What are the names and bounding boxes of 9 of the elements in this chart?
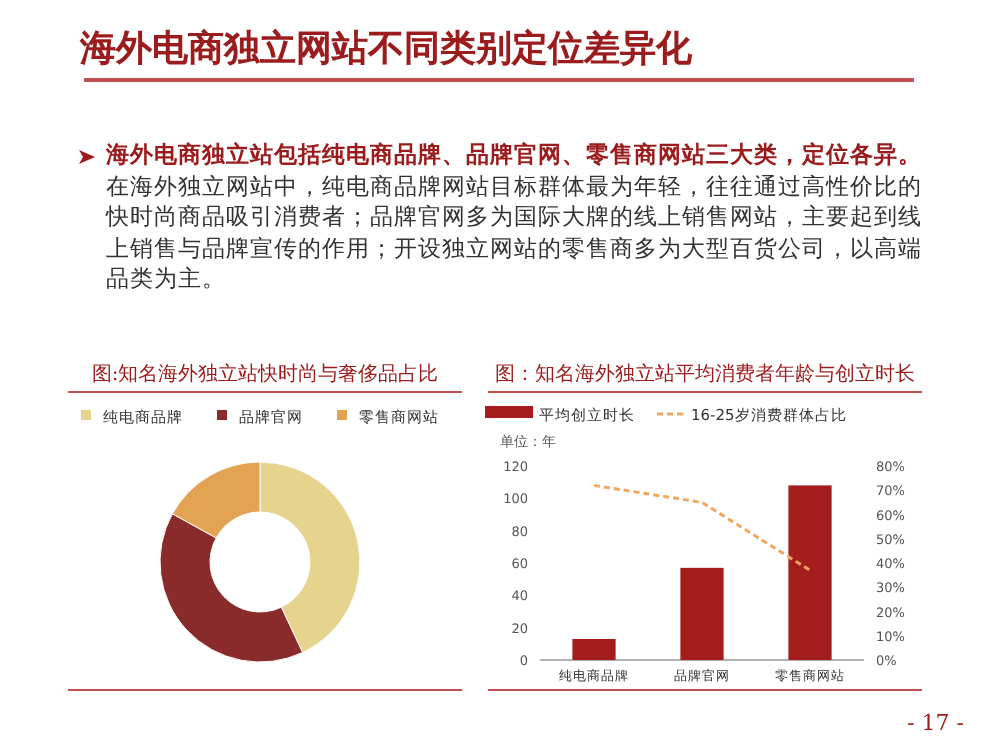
bar: [680, 567, 724, 660]
chart-title: 图:知名海外独立站快时尚与奢侈品占比: [91, 362, 439, 386]
text: - 17 -: [907, 710, 964, 736]
bar: [572, 638, 616, 660]
bar: [788, 485, 832, 660]
text: 海外电商独立站包括纯电商品牌、品牌官网、零售商网站三大类，定位各异。: [106, 140, 922, 168]
text: 海外电商独立网站不同类别定位差异化: [80, 26, 692, 72]
chart-title: 图：知名海外独立站平均消费者年龄与创立时长: [495, 362, 915, 386]
text: 在海外独立网站中，纯电商品牌网站目标群体最为年轻，往往通过高性价比的快时尚商品吸引消费者；品牌官网多为国际大牌的线上销售网站，主要起到线上销售与品牌宣传的作用；开设独立网站的零售商多为大型百货公司，以高端品类为主。: [106, 171, 922, 292]
